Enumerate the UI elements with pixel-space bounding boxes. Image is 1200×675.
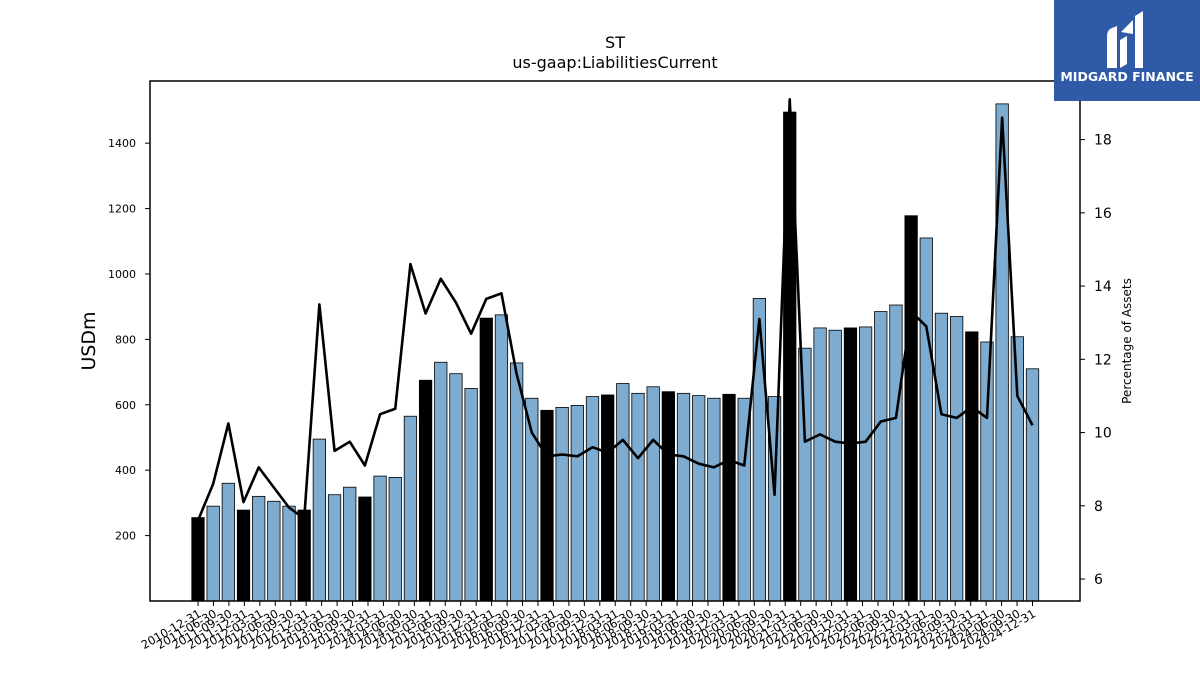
y-axis-label: USDm xyxy=(78,311,100,370)
bar xyxy=(191,517,205,602)
y2-tick-label: 18 xyxy=(1094,133,1112,149)
bar xyxy=(585,396,600,602)
x-axis: 2010-12-312011-06-302011-09-302011-12-31… xyxy=(139,601,1038,652)
bar xyxy=(358,496,372,602)
bar xyxy=(236,509,251,602)
y-tick-label: 1400 xyxy=(108,137,136,150)
bar xyxy=(767,396,782,602)
bar xyxy=(601,394,615,602)
bar xyxy=(494,314,509,602)
bar xyxy=(570,405,584,602)
bar xyxy=(616,383,630,602)
bar xyxy=(312,438,327,602)
bar xyxy=(464,388,478,602)
y2-axis: 6 8 10 12 14 16 18 xyxy=(1080,133,1112,588)
bar xyxy=(707,397,721,602)
bar xyxy=(722,393,736,602)
bar xyxy=(206,505,220,602)
bar xyxy=(343,486,357,602)
bar xyxy=(267,500,281,602)
y-tick-label: 800 xyxy=(115,333,136,346)
logo-text: MIDGARD FINANCE xyxy=(1060,69,1194,84)
bar xyxy=(813,327,827,602)
bar xyxy=(434,361,448,602)
chart-title: ST xyxy=(605,33,625,52)
y2-tick-label: 8 xyxy=(1094,499,1103,515)
bar xyxy=(858,326,873,602)
y-tick-label: 200 xyxy=(115,530,136,543)
bar xyxy=(934,312,949,602)
bar xyxy=(449,373,463,602)
y2-tick-label: 6 xyxy=(1094,572,1103,588)
bar xyxy=(889,304,903,602)
bar xyxy=(874,311,888,602)
bar xyxy=(403,415,418,602)
bar xyxy=(692,395,706,602)
bar xyxy=(646,386,660,602)
bar xyxy=(661,391,675,602)
bar-series xyxy=(191,103,1040,602)
percentage-line xyxy=(196,98,1034,521)
bar xyxy=(980,341,994,602)
bar xyxy=(828,329,842,602)
bar xyxy=(510,362,524,602)
bar xyxy=(950,316,964,602)
bar xyxy=(919,237,933,602)
bar xyxy=(327,494,342,602)
bar xyxy=(221,482,235,602)
y2-tick-label: 12 xyxy=(1094,352,1112,368)
logo-badge: MIDGARD FINANCE xyxy=(1054,0,1200,101)
bar xyxy=(676,392,691,602)
bar xyxy=(965,331,979,602)
chart-subtitle: us-gaap:LiabilitiesCurrent xyxy=(512,53,717,72)
y-axis: 200 400 600 800 1000 1200 1400 xyxy=(108,137,150,543)
bar xyxy=(418,379,433,602)
bar xyxy=(1025,368,1040,602)
bar xyxy=(540,409,554,602)
bar xyxy=(297,509,311,602)
bar xyxy=(479,317,493,602)
y-tick-label: 1000 xyxy=(108,268,136,281)
y2-tick-label: 10 xyxy=(1094,426,1112,442)
bar xyxy=(252,495,266,602)
bar xyxy=(904,215,918,602)
bar xyxy=(843,327,858,602)
y-tick-label: 1200 xyxy=(108,203,136,216)
bar xyxy=(798,347,812,602)
y2-axis-label: Percentage of Assets xyxy=(1120,278,1134,404)
y-tick-label: 600 xyxy=(115,399,136,412)
y2-tick-label: 16 xyxy=(1094,206,1112,222)
bar xyxy=(282,505,296,602)
bar xyxy=(752,298,767,602)
y2-tick-label: 14 xyxy=(1094,279,1112,295)
y-tick-label: 400 xyxy=(115,464,136,477)
bar xyxy=(388,476,402,602)
bar xyxy=(631,392,645,602)
bar xyxy=(555,406,569,602)
bar xyxy=(373,475,387,602)
midgard-logo-icon xyxy=(1107,11,1143,68)
